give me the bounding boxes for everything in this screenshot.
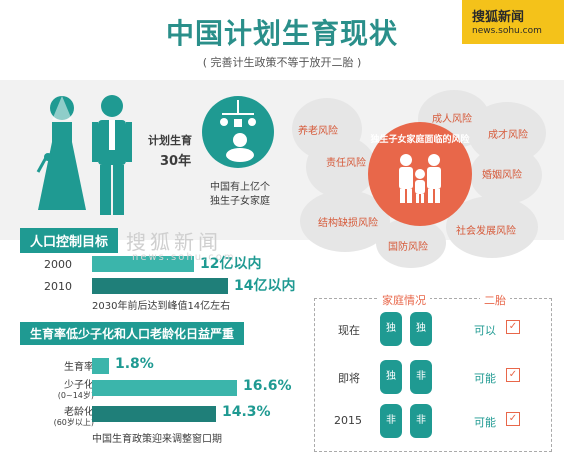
second-child-status: 可能 xyxy=(474,372,496,385)
fertility-bar xyxy=(92,358,109,374)
fertility-bar xyxy=(92,380,237,396)
population-value: 14亿以内 xyxy=(234,278,296,294)
risk-item: 社会发展风险 xyxy=(456,226,516,237)
fertility-sub: (60岁以上) xyxy=(53,418,94,427)
risk-item: 成才风险 xyxy=(488,130,528,141)
family-table-col1: 家庭情况 xyxy=(378,292,430,308)
family-table-col2: 二胎 xyxy=(480,292,510,308)
population-year: 2010 xyxy=(44,280,72,293)
person-token: 非 xyxy=(410,404,432,438)
risk-bubble xyxy=(446,196,538,258)
fertility-value: 14.3% xyxy=(222,404,271,420)
logo-text: 搜狐新闻 xyxy=(472,10,525,25)
baby-mobile-icon xyxy=(202,96,274,168)
fertility-sub: (0~14岁) xyxy=(57,391,94,400)
family-plan-years: 30年 xyxy=(160,154,192,169)
family-note-1: 中国有上亿个 xyxy=(210,182,270,193)
risk-center-label: 独生子女家庭面临的风险 xyxy=(370,135,470,145)
fertility-heading: 生育率低少子化和人口老龄化日益严重 xyxy=(20,322,245,345)
risk-bubble xyxy=(376,218,446,268)
check-icon: ✓ xyxy=(506,368,520,382)
population-heading: 人口控制目标 xyxy=(20,228,119,253)
family-period: 2015 xyxy=(334,414,362,427)
person-token: 独 xyxy=(380,360,402,394)
fertility-note: 中国生育政策迎来调整窗口期 xyxy=(92,434,222,445)
family-period: 现在 xyxy=(338,324,360,337)
page-subtitle: ( 完善计生政策不等于放开二胎 ) xyxy=(202,56,362,69)
risk-item: 国防风险 xyxy=(388,242,428,253)
check-icon: ✓ xyxy=(506,412,520,426)
fertility-label: 老龄化 xyxy=(64,407,94,418)
sohu-logo[interactable]: 搜狐新闻 news.sohu.com xyxy=(462,0,564,44)
population-note: 2030年前后达到峰值14亿左右 xyxy=(92,301,231,312)
risk-item: 责任风险 xyxy=(326,158,366,169)
second-child-status: 可以 xyxy=(474,324,496,337)
watermark: 搜狐新闻 xyxy=(126,230,222,254)
risk-item: 结构缺损风险 xyxy=(318,218,378,229)
logo-url: news.sohu.com xyxy=(472,26,542,36)
fertility-value: 1.8% xyxy=(115,356,154,372)
family-period: 即将 xyxy=(338,372,360,385)
fertility-label: 生育率 xyxy=(64,362,94,373)
couple-icon xyxy=(36,95,132,215)
family-note-2: 独生子女家庭 xyxy=(210,196,270,207)
risk-item: 婚姻风险 xyxy=(482,170,522,181)
risk-item: 养老风险 xyxy=(298,126,338,137)
risk-bubble xyxy=(470,146,542,204)
risk-item: 成人风险 xyxy=(432,114,472,125)
population-year: 2000 xyxy=(44,258,72,271)
page-title: 中国计划生育现状 xyxy=(165,17,398,50)
population-bar xyxy=(92,256,194,272)
fertility-label: 少子化 xyxy=(64,380,94,391)
person-token: 非 xyxy=(410,360,432,394)
fertility-value: 16.6% xyxy=(243,378,292,394)
watermark-url: news.sohu.com xyxy=(132,252,236,263)
person-token: 独 xyxy=(410,312,432,346)
family-table xyxy=(314,298,552,452)
person-token: 独 xyxy=(380,312,402,346)
person-token: 非 xyxy=(380,404,402,438)
fertility-bar xyxy=(92,406,216,422)
risk-bubble xyxy=(306,136,376,198)
family-icon xyxy=(399,154,441,203)
check-icon: ✓ xyxy=(506,320,520,334)
family-plan-label: 计划生育 xyxy=(148,134,192,147)
population-value: 12亿以内 xyxy=(200,256,262,272)
population-bar xyxy=(92,278,228,294)
second-child-status: 可能 xyxy=(474,416,496,429)
